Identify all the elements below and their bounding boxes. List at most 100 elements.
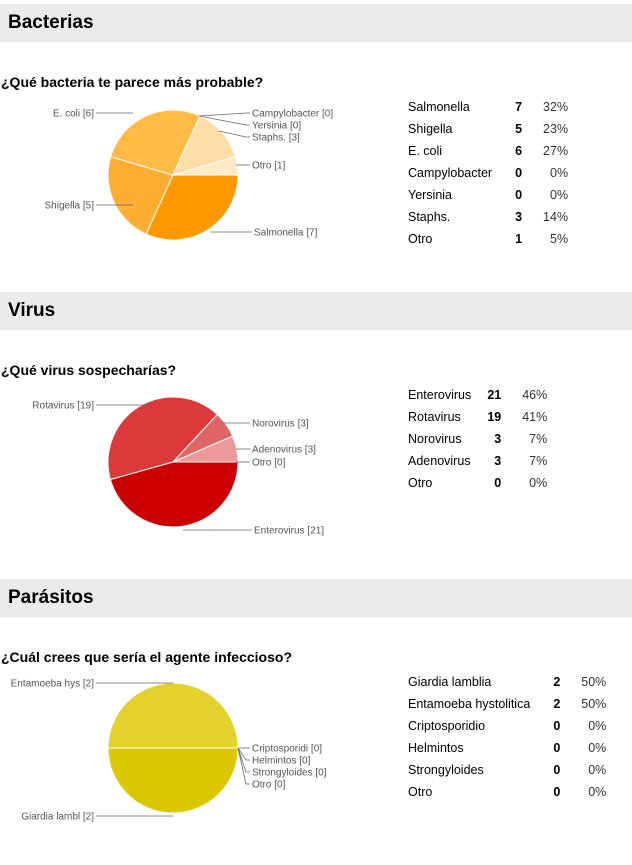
pie-label-leader [198, 112, 250, 117]
result-row: Campylobacter 0 0% [408, 162, 568, 184]
result-row: Giardia lamblia 2 50% [408, 671, 606, 693]
result-percent: 0% [529, 476, 548, 490]
pie-label: Norovirus [3] [252, 419, 309, 430]
result-percent: 0% [588, 785, 607, 799]
result-percent: 0% [588, 719, 607, 733]
result-label: Campylobacter [408, 166, 493, 180]
result-row: Rotavirus 19 41% [408, 406, 547, 428]
result-count: 2 [553, 697, 561, 711]
result-row: Entamoeba hystolitica 2 50% [408, 693, 606, 715]
result-label: Shigella [408, 122, 453, 136]
result-percent: 0% [588, 763, 607, 777]
result-percent: 27% [543, 144, 569, 158]
result-count: 1 [515, 232, 523, 246]
result-count: 0 [515, 188, 523, 202]
result-percent: 50% [581, 697, 607, 711]
result-label: Adenovirus [408, 454, 471, 468]
result-label: Yersinia [408, 188, 453, 202]
result-label: Strongyloides [408, 763, 484, 777]
pie-label: Otro [0] [252, 458, 286, 469]
result-label: Enterovirus [408, 388, 472, 402]
result-row: Otro 1 5% [408, 228, 568, 250]
result-label: Otro [408, 232, 433, 246]
section-parasitos: Parásitos ¿Cuál crees que sería el agent… [0, 575, 632, 865]
question-title: ¿Qué bacteria te parece más probable? [1, 74, 264, 90]
pie-slice [107, 156, 174, 235]
pie-chart-virus: Enterovirus [21] Rotavirus [19] Norovirus … [32, 396, 324, 537]
result-count: 3 [515, 210, 523, 224]
section-title: Parásitos [8, 587, 94, 608]
result-row: Otro 0 0% [408, 472, 547, 494]
results-table: Giardia lamblia 2 50% Entamoeba hystolitica… [408, 671, 606, 803]
pie-label-leader [237, 747, 250, 773]
result-label: Giardia lamblia [408, 675, 492, 689]
pie-label: Entamoeba hys [2] [11, 679, 95, 690]
result-label: Salmonella [408, 100, 470, 114]
result-count: 0 [553, 741, 561, 755]
result-row: Helmintos 0 0% [408, 737, 606, 759]
result-count: 3 [494, 432, 502, 446]
pie-label: Enterovirus [21] [254, 526, 324, 537]
result-percent: 41% [522, 410, 548, 424]
results-table: Salmonella 7 32% Shigella 5 23% E. coli 6 27% Cam… [408, 96, 568, 250]
result-count: 2 [553, 675, 561, 689]
pie-label-leader [237, 747, 250, 785]
result-percent: 50% [581, 675, 607, 689]
pie-label: Yersinia [0] [252, 121, 301, 132]
result-label: Entamoeba hystolitica [408, 697, 531, 711]
result-label: Otro [408, 785, 433, 799]
pie-slice [109, 461, 239, 528]
result-row: Salmonella 7 32% [408, 96, 568, 118]
result-row: Staphs. 3 14% [408, 206, 568, 228]
result-label: Otro [408, 476, 433, 490]
result-count: 19 [487, 410, 502, 424]
result-percent: 7% [529, 432, 548, 446]
result-count: 0 [553, 763, 561, 777]
pie-label: Shigella [5] [45, 201, 95, 212]
question-title: ¿Qué virus sospecharías? [1, 362, 177, 378]
results-table: Enterovirus 21 46% Rotavirus 19 41% Norovirus 3… [408, 384, 547, 494]
pie-label: Strongyloides [0] [252, 768, 327, 779]
section-header: Parásitos [0, 579, 632, 617]
result-count: 5 [515, 122, 523, 136]
pie-label: Adenovirus [3] [252, 445, 316, 456]
result-label: Rotavirus [408, 410, 461, 424]
pie-chart-bacterias: Salmonella [7] Shigella [5] E. coli [6] Cam… [45, 109, 333, 241]
result-row: Otro 0 0% [408, 781, 606, 803]
result-percent: 7% [529, 454, 548, 468]
section-header: Bacterias [0, 4, 632, 42]
pie-slice [172, 156, 239, 176]
result-row: Criptosporidio 0 0% [408, 715, 606, 737]
result-percent: 32% [543, 100, 569, 114]
pie-slice [107, 396, 219, 481]
section-virus: Virus ¿Qué virus sospecharías? Enterovir… [0, 288, 632, 578]
result-label: Criptosporidio [408, 719, 486, 733]
result-label: Helmintos [408, 741, 464, 755]
section-bacterias: Bacterias ¿Qué bacteria te parece más pr… [0, 0, 632, 290]
result-row: Strongyloides 0 0% [408, 759, 606, 781]
result-count: 3 [494, 454, 502, 468]
result-percent: 23% [543, 122, 569, 136]
pie-label-leader [218, 130, 250, 138]
result-count: 21 [487, 388, 502, 402]
pie-label: Helmintos [0] [252, 756, 311, 767]
result-label: E. coli [408, 144, 443, 158]
pie-label: Criptosporidi [0] [252, 744, 322, 755]
result-percent: 0% [588, 741, 607, 755]
section-header: Virus [0, 292, 632, 330]
pie-label: Staphs. [3] [252, 133, 300, 144]
result-count: 0 [553, 719, 561, 733]
result-row: Yersinia 0 0% [408, 184, 568, 206]
pie-label: E. coli [6] [53, 109, 94, 120]
pie-label: Campylobacter [0] [252, 109, 333, 120]
pie-label: Salmonella [7] [254, 228, 318, 239]
pie-slice [107, 747, 239, 814]
result-label: Staphs. [408, 210, 451, 224]
pie-slice [145, 174, 239, 241]
result-percent: 46% [522, 388, 548, 402]
pie-slice [107, 682, 239, 749]
result-row: Shigella 5 23% [408, 118, 568, 140]
result-label: Norovirus [408, 432, 462, 446]
pie-slice [110, 109, 201, 176]
result-count: 0 [494, 476, 502, 490]
